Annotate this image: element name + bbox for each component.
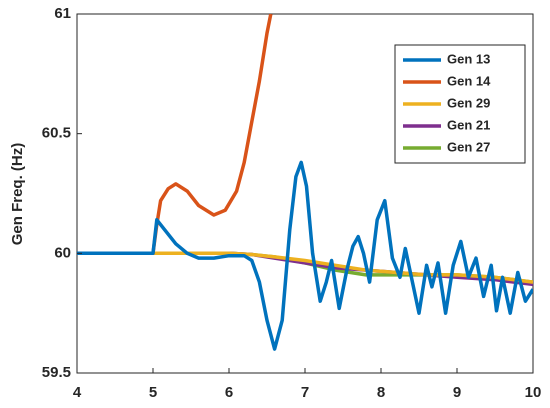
x-tick-label: 10	[525, 384, 542, 401]
x-tick-label: 8	[377, 384, 385, 401]
series-line	[77, 251, 533, 284]
y-tick-label: 61	[54, 5, 71, 22]
legend-label: Gen 29	[447, 95, 490, 110]
lines	[77, 14, 533, 351]
legend-label: Gen 27	[447, 139, 490, 154]
y-axis-label: Gen Freq. (Hz)	[9, 143, 26, 246]
y-tick-label: 60.5	[42, 125, 71, 142]
x-tick-label: 6	[225, 384, 233, 401]
x-tick-label: 4	[73, 384, 82, 401]
legend-label: Gen 14	[447, 73, 491, 88]
legend-label: Gen 21	[447, 117, 490, 132]
x-tick-label: 7	[301, 384, 309, 401]
y-tick-label: 59.5	[42, 364, 71, 381]
y-tick-label: 60	[54, 244, 71, 261]
x-tick-label: 5	[149, 384, 157, 401]
legend: Gen 13 Gen 14 Gen 29 Gen 21 Gen 27	[394, 44, 526, 164]
x-tick-label: 9	[453, 384, 461, 401]
axes: 4 5 6 7 8 9 10 59.5 60 60.5 61	[42, 5, 542, 401]
legend-label: Gen 13	[447, 51, 490, 66]
series-line	[77, 160, 533, 351]
series-line	[77, 14, 273, 256]
